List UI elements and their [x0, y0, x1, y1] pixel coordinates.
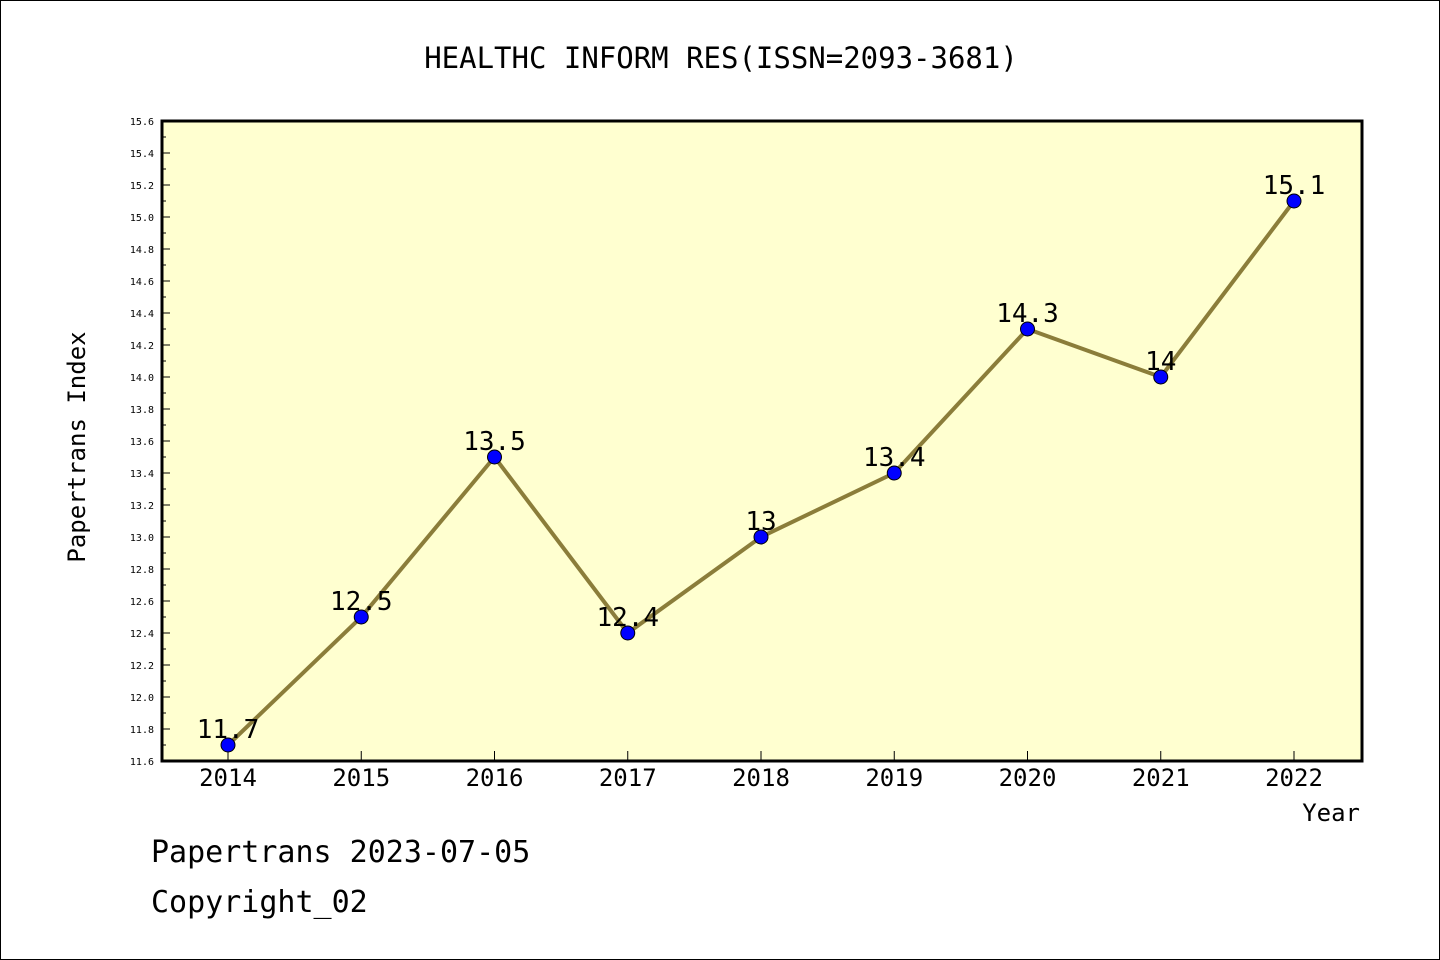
y-tick-label: 12.0 — [130, 693, 154, 704]
y-tick-label: 12.4 — [130, 629, 154, 640]
y-tick-label: 15.0 — [130, 213, 154, 224]
data-label: 11.7 — [197, 715, 260, 745]
data-label: 12.4 — [596, 603, 659, 633]
y-tick-label: 12.6 — [130, 597, 154, 608]
x-tick-label: 2018 — [732, 764, 790, 792]
x-tick-label: 2017 — [599, 764, 657, 792]
data-point — [1153, 369, 1169, 385]
y-tick-label: 11.8 — [130, 725, 154, 736]
data-labels: 11.7 12.5 13.5 12.4 13 13.4 14.3 14 15.1 — [197, 171, 1326, 745]
y-tick-label: 15.6 — [130, 117, 154, 128]
x-tick-label: 2015 — [332, 764, 390, 792]
data-label: 14 — [1145, 347, 1176, 377]
y-tick-label: 13.4 — [130, 469, 154, 480]
y-tick-label: 12.8 — [130, 565, 154, 576]
y-tick-label: 14.2 — [130, 341, 154, 352]
y-axis-title: Papertrans Index — [63, 331, 91, 562]
x-tick-label: 2016 — [466, 764, 524, 792]
data-point — [1020, 321, 1035, 337]
data-label: 15.1 — [1263, 171, 1326, 201]
y-tick-label: 13.6 — [130, 437, 154, 448]
y-tick-label: 14.4 — [130, 309, 154, 320]
data-label: 12.5 — [330, 587, 393, 617]
data-point — [620, 625, 636, 641]
y-tick-label: 15.4 — [130, 149, 154, 160]
y-tick-label: 14.6 — [130, 277, 154, 288]
chart-title: HEALTHC INFORM RES(ISSN=2093-3681) — [424, 41, 1018, 75]
data-point — [220, 737, 236, 753]
data-label: 14.3 — [996, 299, 1059, 329]
y-tick-label: 11.6 — [130, 757, 154, 768]
y-tick-label: 13.0 — [130, 533, 154, 544]
data-label: 13.4 — [863, 443, 926, 473]
x-tick-label: 2019 — [865, 764, 923, 792]
data-point — [886, 465, 902, 481]
data-point — [1286, 193, 1302, 209]
x-axis: 2014 2015 2016 2017 2018 2019 2020 2021 2022 — [199, 751, 1323, 792]
y-axis: 11.6 11.8 12.0 12.2 12.4 12.6 12.8 13.0 13.2 13.4… — [130, 117, 170, 768]
x-tick-label: 2021 — [1132, 764, 1190, 792]
x-tick-label: 2020 — [999, 764, 1057, 792]
data-point — [753, 529, 769, 545]
footer-date-text: Papertrans 2023-07-05 — [151, 835, 531, 870]
y-tick-label: 13.2 — [130, 501, 154, 512]
x-tick-label: 2014 — [199, 764, 257, 792]
y-tick-label: 13.8 — [130, 405, 154, 416]
footer-copyright-text: Copyright_02 — [151, 885, 368, 920]
y-tick-label: 14.0 — [130, 373, 154, 384]
y-tick-label: 14.8 — [130, 245, 154, 256]
data-point — [487, 449, 502, 465]
data-label: 13 — [745, 507, 776, 537]
series-markers — [220, 193, 1302, 753]
plot-area — [160, 119, 1364, 763]
data-point — [353, 609, 369, 625]
y-tick-label: 12.2 — [130, 661, 154, 672]
y-tick-label: 15.2 — [130, 181, 154, 192]
x-axis-title: Year — [1302, 799, 1360, 827]
x-tick-label: 2022 — [1265, 764, 1323, 792]
data-label: 13.5 — [463, 427, 526, 457]
